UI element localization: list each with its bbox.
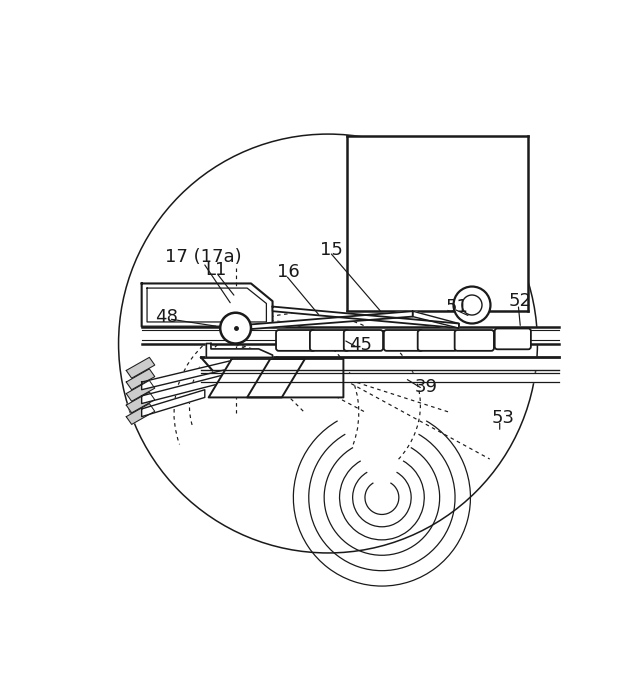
Circle shape [220, 313, 251, 343]
FancyBboxPatch shape [384, 330, 423, 351]
Polygon shape [209, 359, 305, 398]
Polygon shape [273, 306, 459, 328]
FancyBboxPatch shape [276, 330, 316, 351]
FancyBboxPatch shape [344, 330, 383, 351]
FancyBboxPatch shape [495, 328, 531, 349]
Polygon shape [201, 358, 559, 370]
Polygon shape [141, 283, 273, 327]
Text: L1: L1 [205, 262, 227, 279]
FancyBboxPatch shape [454, 330, 494, 351]
Polygon shape [243, 311, 413, 330]
Circle shape [454, 287, 490, 323]
Polygon shape [126, 404, 155, 424]
Polygon shape [141, 327, 559, 343]
Polygon shape [141, 390, 205, 417]
Text: 16: 16 [276, 263, 300, 281]
Polygon shape [126, 369, 155, 390]
Text: 17 (17a): 17 (17a) [165, 249, 241, 266]
Polygon shape [348, 136, 528, 311]
Polygon shape [141, 360, 232, 390]
Text: 15: 15 [321, 240, 343, 259]
FancyBboxPatch shape [418, 330, 457, 351]
Text: 39: 39 [414, 378, 437, 396]
FancyBboxPatch shape [310, 330, 349, 351]
Polygon shape [247, 359, 344, 398]
Polygon shape [126, 392, 155, 413]
Polygon shape [201, 373, 559, 382]
Polygon shape [206, 343, 273, 358]
Text: 52: 52 [509, 292, 532, 310]
Polygon shape [413, 311, 459, 328]
Polygon shape [141, 373, 232, 404]
Polygon shape [126, 358, 155, 378]
Text: 53: 53 [492, 409, 515, 427]
Polygon shape [126, 381, 155, 401]
Text: 45: 45 [349, 336, 372, 354]
Circle shape [462, 295, 482, 315]
Text: 48: 48 [155, 308, 178, 326]
Text: 51: 51 [445, 298, 468, 315]
Polygon shape [147, 288, 266, 322]
